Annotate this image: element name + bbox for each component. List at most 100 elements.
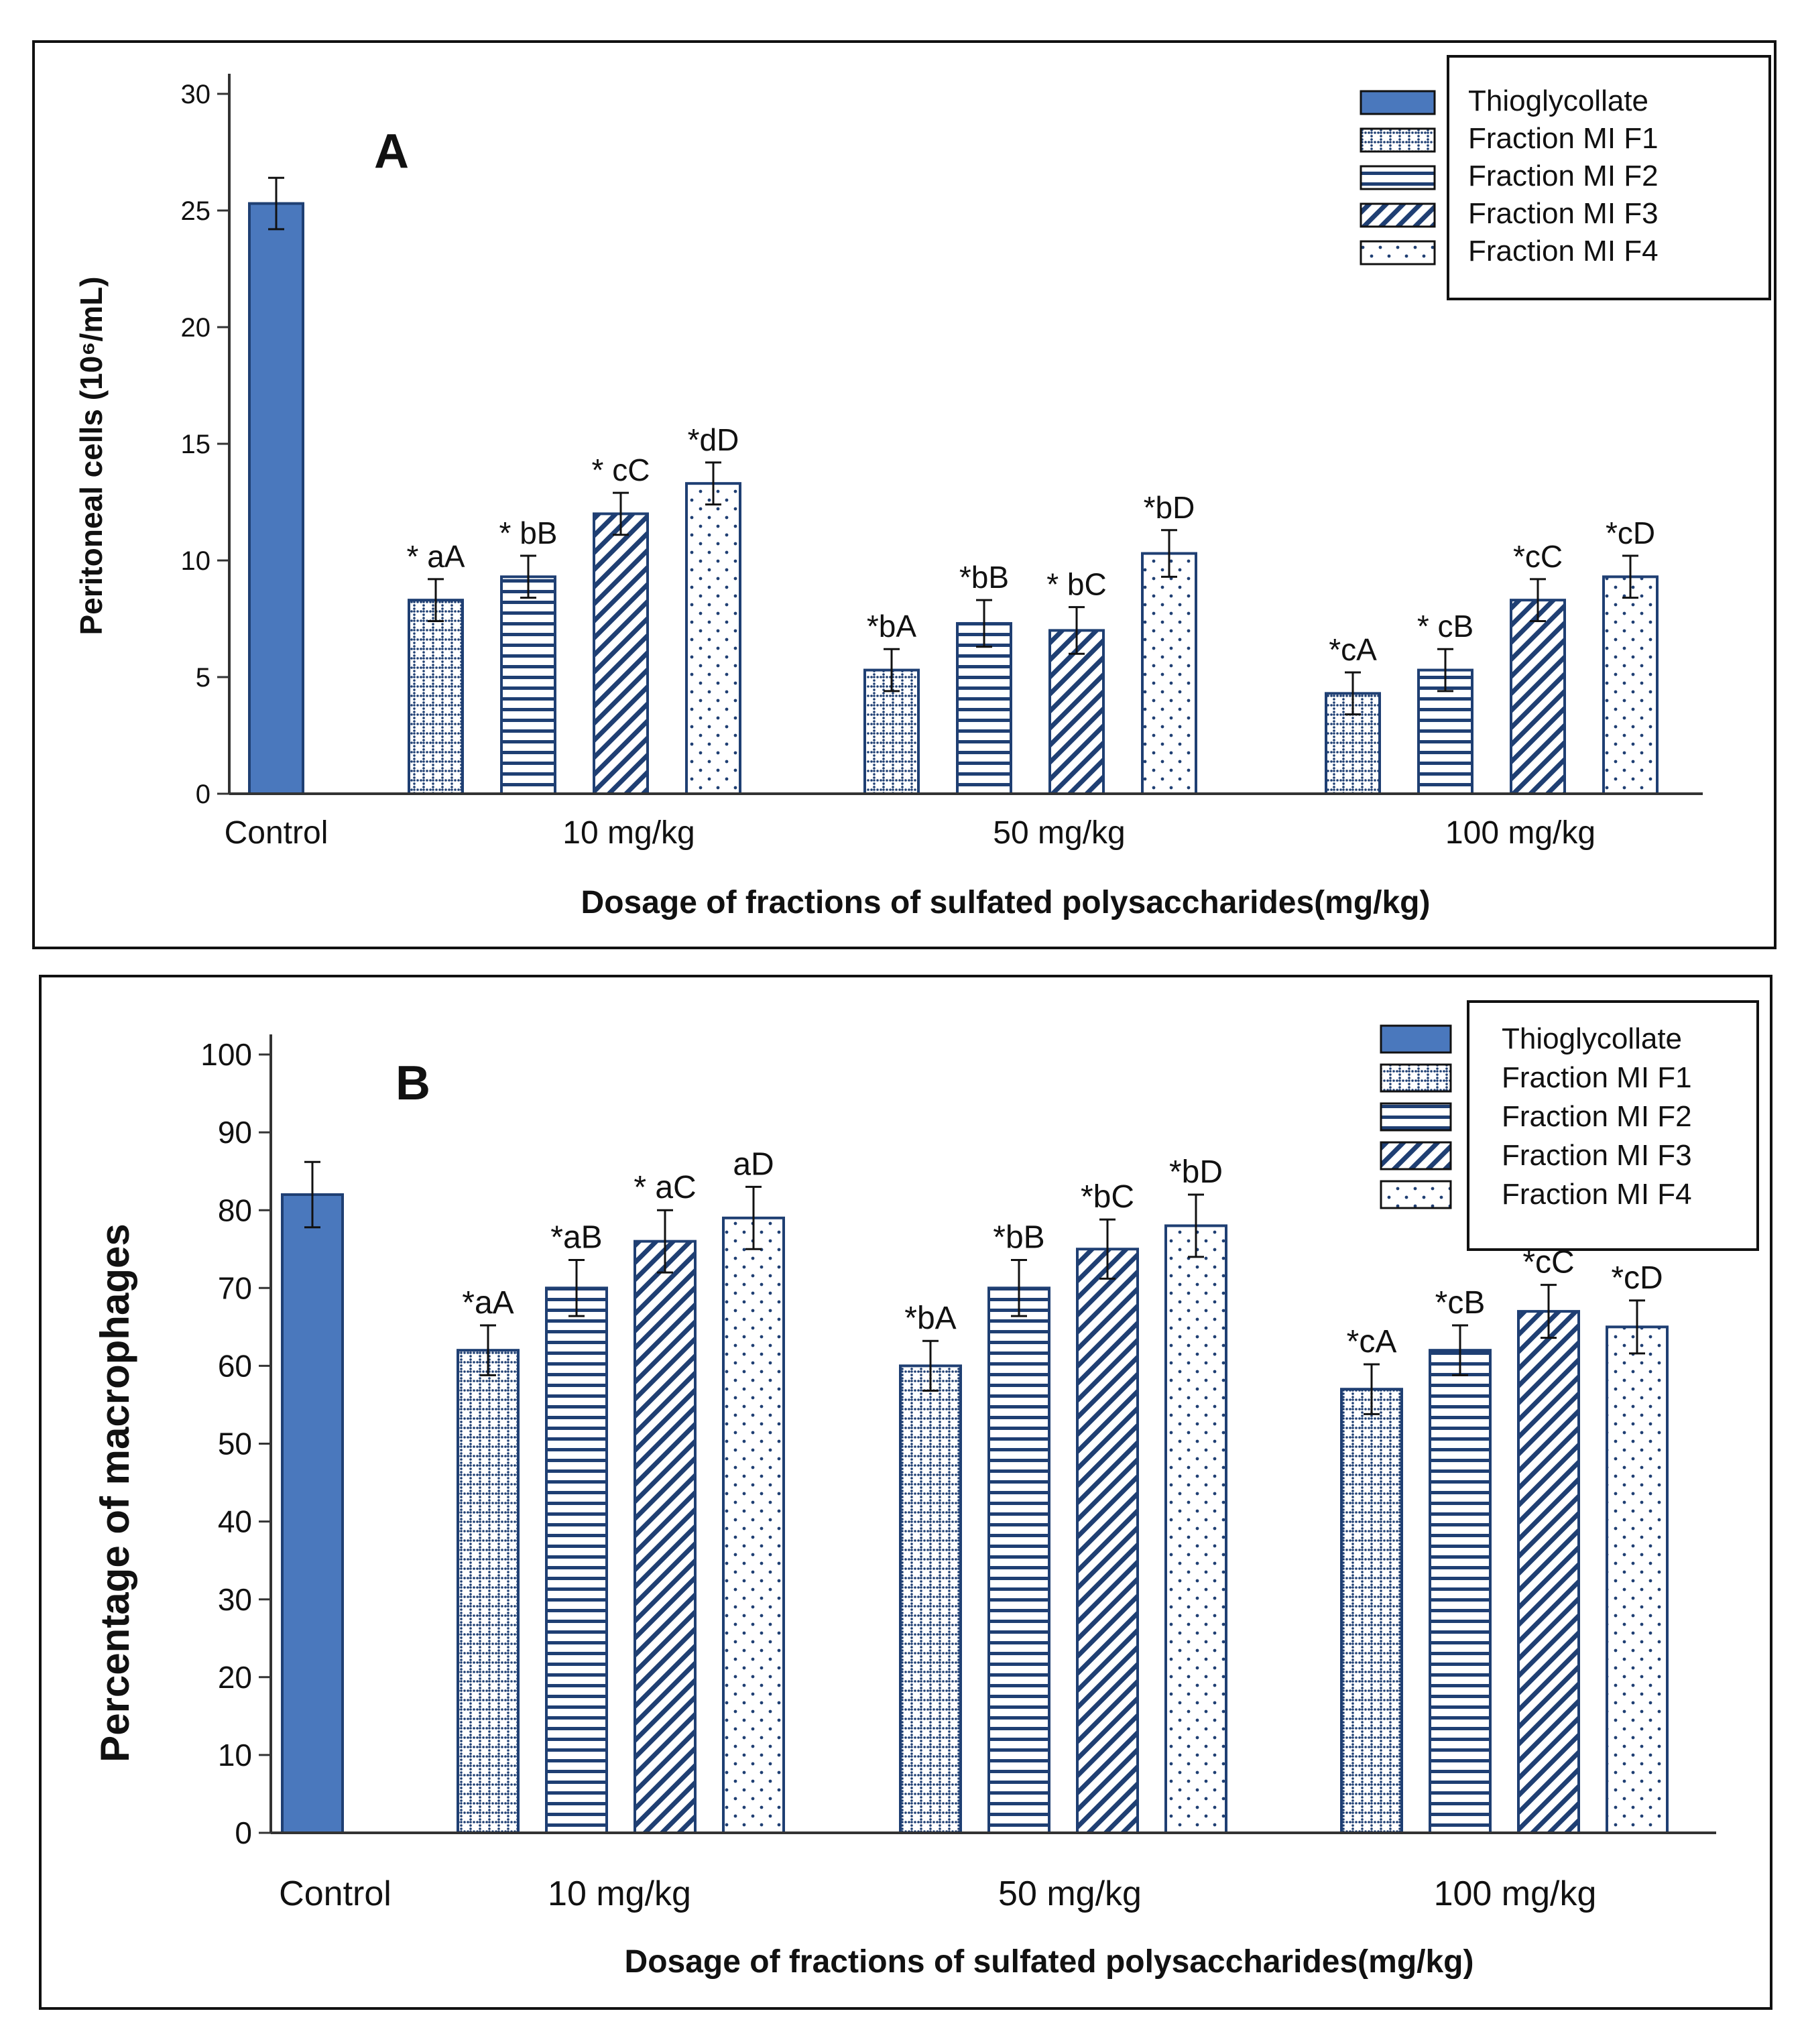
bar-significance-label: *bD <box>1144 490 1195 525</box>
legend-swatch <box>1380 1180 1452 1209</box>
y-tick-label: 100 <box>200 1037 252 1072</box>
panel-a-legend: Thioglycollate Fraction MI F1 Fraction MI … <box>1360 55 1771 300</box>
legend-swatch <box>1360 127 1436 153</box>
x-category-label: 50 mg/kg <box>993 815 1125 851</box>
y-tick-label: 15 <box>181 430 211 459</box>
bar <box>899 1364 962 1834</box>
bar-significance-label: *aB <box>550 1220 602 1256</box>
legend-entry: Fraction MI F1 <box>1502 1061 1692 1094</box>
legend-swatch <box>1360 90 1436 115</box>
legend-entry: Fraction MI F4 <box>1502 1178 1692 1211</box>
x-category-label: Control <box>225 815 328 851</box>
y-axis-label: Peritoneal cells (10⁶/mL) <box>74 276 109 635</box>
legend-swatch <box>1380 1024 1452 1054</box>
bar <box>956 621 1012 796</box>
y-tick-label: 30 <box>181 80 211 109</box>
bar-significance-label: *cA <box>1329 632 1377 667</box>
bar <box>545 1286 608 1835</box>
bar <box>593 512 649 796</box>
y-tick-label: 50 <box>218 1427 252 1461</box>
legend-entry: Fraction MI F1 <box>1468 122 1659 155</box>
panel-b-frame <box>39 975 1772 2010</box>
y-tick-label: 40 <box>218 1504 252 1539</box>
chart-panel-a: A 0 5 10 15 20 25 30 * aA * bB * cC *dD *bA *bB * bC… <box>74 55 1771 920</box>
legend-swatch <box>1380 1063 1452 1093</box>
legend-entry: Fraction MI F4 <box>1468 235 1659 267</box>
legend-swatch <box>1360 202 1436 228</box>
y-tick-label: 25 <box>181 196 211 226</box>
bar-significance-label: aD <box>733 1146 774 1182</box>
x-category-label: 100 mg/kg <box>1445 815 1596 851</box>
panel-b-legend: Thioglycollate Fraction MI F1 Fraction MI … <box>1380 1000 1759 1251</box>
bar <box>408 599 464 795</box>
x-category-label: 10 mg/kg <box>548 1874 691 1913</box>
bar <box>634 1240 697 1834</box>
bar-significance-label: * bB <box>499 516 558 550</box>
panel-b-letter: B <box>396 1057 430 1110</box>
bar-significance-label: *bB <box>959 560 1009 595</box>
bar <box>1606 1325 1669 1834</box>
y-axis-label: Percentage of macrophages <box>93 1223 137 1762</box>
legend-box <box>1447 55 1771 300</box>
x-category-label: 50 mg/kg <box>998 1874 1142 1913</box>
legend-entry: Thioglycollate <box>1502 1022 1682 1055</box>
bar <box>1517 1310 1580 1834</box>
x-axis-label: Dosage of fractions of sulfated polysacc… <box>581 885 1431 920</box>
bar <box>281 1193 344 1834</box>
bar <box>248 202 304 795</box>
y-tick-label: 5 <box>196 663 210 693</box>
legend-entry: Thioglycollate <box>1468 84 1648 117</box>
bar <box>1602 575 1659 795</box>
bar <box>1076 1248 1139 1834</box>
chart-panel-b: B 0 10 20 30 40 50 60 70 80 90 100 *aA *aB * aC aD *bA… <box>93 1000 1759 1980</box>
bar-significance-label: *aA <box>462 1285 514 1321</box>
y-tick-label: 60 <box>218 1349 252 1384</box>
legend-swatch <box>1360 240 1436 265</box>
bar <box>722 1216 785 1835</box>
bar-significance-label: *cC <box>1513 539 1563 574</box>
bar-significance-label: * cB <box>1417 609 1473 644</box>
y-tick-label: 0 <box>196 780 210 809</box>
legend-entry: Fraction MI F2 <box>1502 1100 1692 1133</box>
bar-significance-label: *cD <box>1606 516 1655 550</box>
legend-box <box>1467 1000 1759 1251</box>
bar-significance-label: * bC <box>1046 567 1106 602</box>
y-tick-label: 10 <box>218 1738 252 1772</box>
bar-significance-label: * aA <box>407 539 465 574</box>
bar <box>457 1349 520 1835</box>
bar-significance-label: *bB <box>993 1220 1044 1256</box>
x-category-label: 100 mg/kg <box>1434 1874 1597 1913</box>
y-tick-label: 20 <box>181 313 211 343</box>
bar-significance-label: *bA <box>904 1301 956 1336</box>
legend-entry: Fraction MI F2 <box>1468 160 1659 192</box>
bar-significance-label: *bC <box>1081 1179 1134 1215</box>
bar <box>500 575 556 795</box>
x-axis-label: Dosage of fractions of sulfated polysacc… <box>625 1944 1474 1980</box>
y-tick-label: 0 <box>235 1815 252 1850</box>
legend-swatch <box>1360 165 1436 190</box>
legend-entry: Fraction MI F3 <box>1468 197 1659 230</box>
bar <box>1340 1388 1403 1834</box>
panel-a-frame <box>32 40 1777 949</box>
bar-significance-label: * cC <box>592 453 650 487</box>
y-tick-label: 80 <box>218 1193 252 1227</box>
bar-significance-label: *bA <box>867 609 916 644</box>
x-category-label: Control <box>279 1874 392 1913</box>
y-tick-label: 70 <box>218 1270 252 1305</box>
bar <box>1429 1349 1492 1835</box>
bar <box>1164 1224 1227 1835</box>
bar-significance-label: *bD <box>1169 1154 1223 1190</box>
y-tick-label: 20 <box>218 1660 252 1695</box>
panel-a-letter: A <box>374 125 409 178</box>
bar-significance-label: * aC <box>634 1170 696 1205</box>
bar-significance-label: *cB <box>1435 1285 1486 1321</box>
x-category-label: 10 mg/kg <box>562 815 695 851</box>
legend-swatch <box>1380 1141 1452 1170</box>
bar-significance-label: *dD <box>688 422 739 457</box>
bar-significance-label: *cA <box>1347 1324 1397 1360</box>
y-tick-label: 10 <box>181 546 211 576</box>
bar <box>1048 629 1105 796</box>
bar-significance-label: *cD <box>1611 1260 1663 1296</box>
bar <box>987 1286 1050 1835</box>
